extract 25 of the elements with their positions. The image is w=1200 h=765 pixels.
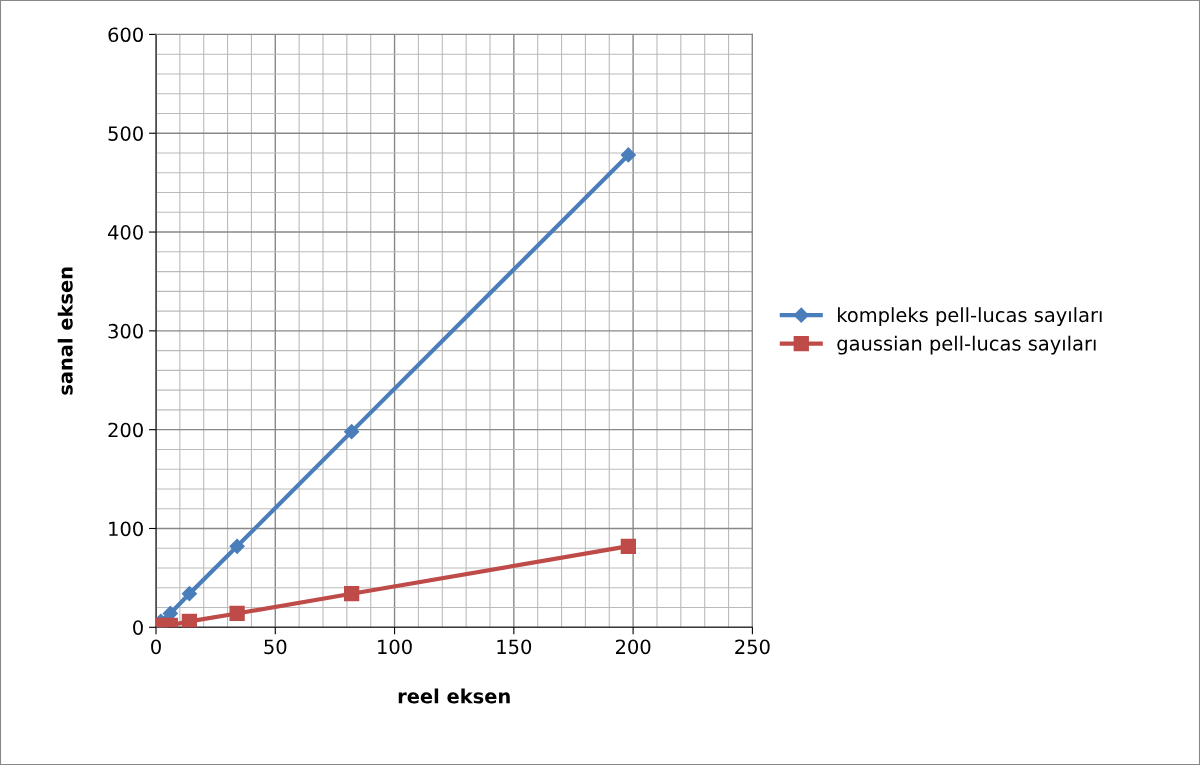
y-tick-label: 100 [109,521,143,537]
y-tick-label: 400 [108,225,143,240]
point [343,586,360,602]
point [181,613,198,628]
point [181,586,197,602]
y-tick-label: 0 [133,620,143,635]
y-axis-title: sanal eksen [57,267,73,395]
y-tick-label: 200 [108,422,143,438]
y-tick-label: 500 [108,126,143,141]
point [229,538,245,554]
point [344,424,360,440]
x-tick-label: 250 [735,639,770,655]
point [620,147,636,163]
x-tick-label: 50 [264,639,287,655]
point [229,605,245,622]
y-tick-label: 300 [108,323,143,339]
x-tick-label: 200 [615,639,651,655]
legend-label: gaussian pell-lucas sayıları [837,335,1096,355]
x-axis-title: reel eksen [398,688,510,704]
x-tick-label: 150 [497,639,532,655]
x-tick-label: 100 [378,639,412,655]
y-tick-label: 600 [108,27,143,43]
x-tick-label: 0 [151,639,161,655]
legend-label: kompleks pell-lucas sayıları [838,307,1102,326]
point [620,538,636,554]
